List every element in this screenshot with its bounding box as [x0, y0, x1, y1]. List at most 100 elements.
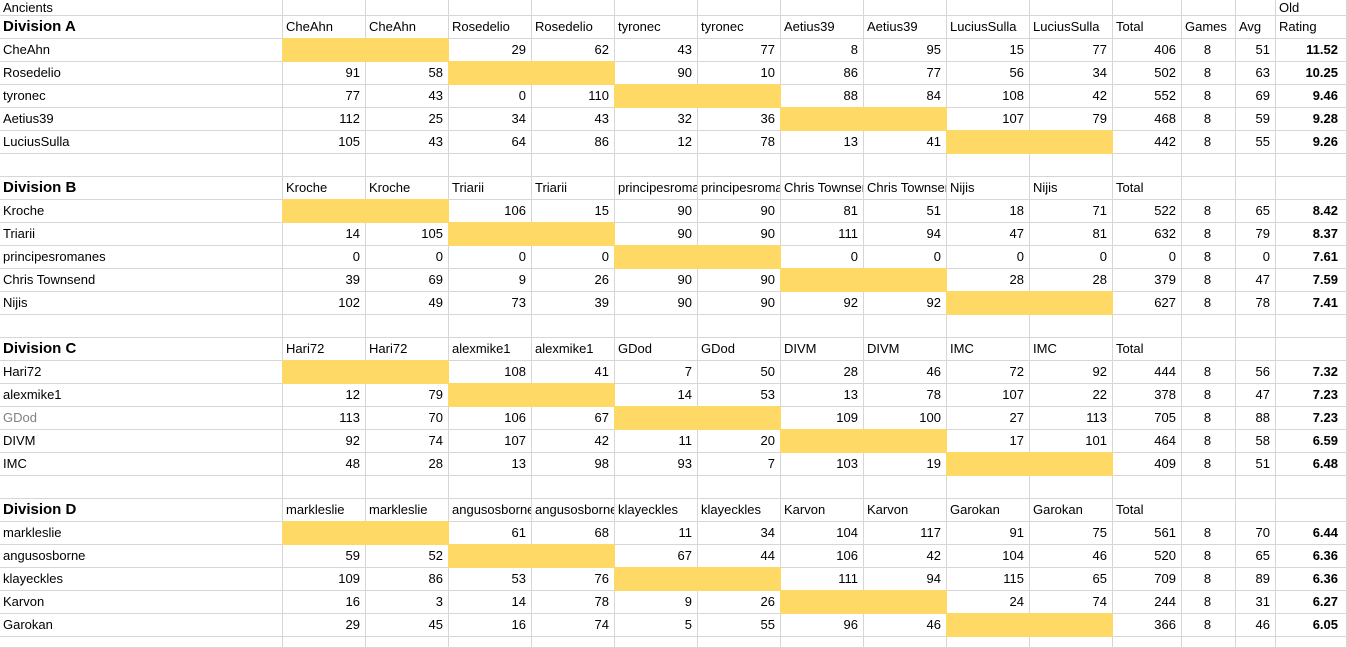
row-label-player[interactable]: principesromanes — [0, 246, 283, 269]
cell-games[interactable]: 8 — [1182, 131, 1236, 154]
cell-rating[interactable]: 6.36 — [1276, 568, 1347, 591]
cell-empty[interactable] — [698, 315, 781, 338]
cell-total[interactable]: 444 — [1113, 361, 1182, 384]
cell-score[interactable]: 92 — [864, 292, 947, 315]
cell-score[interactable]: 56 — [947, 62, 1030, 85]
cell-avg[interactable]: 79 — [1236, 223, 1276, 246]
column-header-player[interactable]: Karvon — [781, 499, 864, 522]
column-header-player[interactable]: angusosborne — [449, 499, 532, 522]
cell-empty[interactable] — [615, 476, 698, 499]
cell-rating[interactable]: 7.23 — [1276, 407, 1347, 430]
column-header-player[interactable]: Nijis — [947, 177, 1030, 200]
cell-self-match-highlight[interactable] — [366, 200, 449, 223]
cell-score[interactable]: 67 — [615, 545, 698, 568]
cell-empty[interactable] — [698, 637, 781, 648]
cell-score[interactable]: 46 — [1030, 545, 1113, 568]
cell-self-match-highlight[interactable] — [947, 131, 1030, 154]
cell-games[interactable]: 8 — [1182, 223, 1236, 246]
cell-score[interactable]: 42 — [532, 430, 615, 453]
cell-empty[interactable] — [864, 0, 947, 16]
cell-avg[interactable]: 47 — [1236, 384, 1276, 407]
cell-self-match-highlight[interactable] — [532, 223, 615, 246]
cell-score[interactable]: 115 — [947, 568, 1030, 591]
cell-empty[interactable] — [781, 0, 864, 16]
cell-score[interactable]: 77 — [698, 39, 781, 62]
cell-score[interactable]: 26 — [532, 269, 615, 292]
cell-score[interactable]: 32 — [615, 108, 698, 131]
column-header-player[interactable]: Aetius39 — [864, 16, 947, 39]
cell-games[interactable]: 8 — [1182, 568, 1236, 591]
cell-empty[interactable] — [615, 0, 698, 16]
cell-total[interactable]: 552 — [1113, 85, 1182, 108]
row-label-player[interactable]: Triarii — [0, 223, 283, 246]
cell-games[interactable]: 8 — [1182, 361, 1236, 384]
cell-score[interactable]: 14 — [615, 384, 698, 407]
cell-rating[interactable]: 11.52 — [1276, 39, 1347, 62]
cell-self-match-highlight[interactable] — [449, 223, 532, 246]
column-header-player[interactable]: Garokan — [947, 499, 1030, 522]
cell-score[interactable]: 61 — [449, 522, 532, 545]
cell-score[interactable]: 79 — [1030, 108, 1113, 131]
cell-score[interactable]: 96 — [781, 614, 864, 637]
column-header-player[interactable]: Chris Townsend — [781, 177, 864, 200]
cell-self-match-highlight[interactable] — [449, 545, 532, 568]
cell-score[interactable]: 34 — [1030, 62, 1113, 85]
row-label-player[interactable]: Nijis — [0, 292, 283, 315]
cell-score[interactable]: 70 — [366, 407, 449, 430]
cell-score[interactable]: 73 — [449, 292, 532, 315]
cell-score[interactable]: 5 — [615, 614, 698, 637]
cell-score[interactable]: 46 — [864, 614, 947, 637]
cell-empty[interactable] — [947, 637, 1030, 648]
cell-score[interactable]: 106 — [449, 200, 532, 223]
cell-score[interactable]: 113 — [1030, 407, 1113, 430]
cell-score[interactable]: 107 — [947, 108, 1030, 131]
cell-score[interactable]: 51 — [864, 200, 947, 223]
cell-empty[interactable] — [698, 476, 781, 499]
cell-empty[interactable] — [532, 637, 615, 648]
row-label-player[interactable]: markleslie — [0, 522, 283, 545]
cell-self-match-highlight[interactable] — [864, 108, 947, 131]
cell-score[interactable]: 91 — [283, 62, 366, 85]
division-label[interactable]: Division C — [0, 338, 283, 361]
cell-total[interactable]: 522 — [1113, 200, 1182, 223]
column-header-player[interactable]: Aetius39 — [781, 16, 864, 39]
cell-self-match-highlight[interactable] — [532, 545, 615, 568]
column-header-player[interactable]: angusosborne — [532, 499, 615, 522]
cell-score[interactable]: 90 — [615, 223, 698, 246]
cell-score[interactable]: 107 — [947, 384, 1030, 407]
cell-empty[interactable] — [1182, 177, 1236, 200]
cell-score[interactable]: 104 — [781, 522, 864, 545]
cell-empty[interactable] — [283, 0, 366, 16]
cell-score[interactable]: 43 — [366, 85, 449, 108]
cell-total[interactable]: 0 — [1113, 246, 1182, 269]
cell-avg[interactable]: 55 — [1236, 131, 1276, 154]
cell-score[interactable]: 98 — [532, 453, 615, 476]
cell-empty[interactable] — [864, 315, 947, 338]
cell-score[interactable]: 0 — [283, 246, 366, 269]
cell-empty[interactable] — [1236, 315, 1276, 338]
cell-total[interactable]: 502 — [1113, 62, 1182, 85]
cell-self-match-highlight[interactable] — [366, 361, 449, 384]
cell-self-match-highlight[interactable] — [781, 108, 864, 131]
cell-score[interactable]: 110 — [532, 85, 615, 108]
cell-self-match-highlight[interactable] — [1030, 614, 1113, 637]
cell-empty[interactable] — [781, 476, 864, 499]
cell-avg[interactable]: 70 — [1236, 522, 1276, 545]
cell-empty[interactable] — [532, 0, 615, 16]
cell-score[interactable]: 42 — [864, 545, 947, 568]
cell-score[interactable]: 25 — [366, 108, 449, 131]
cell-empty[interactable] — [1236, 499, 1276, 522]
cell-empty[interactable] — [615, 637, 698, 648]
cell-empty[interactable] — [1182, 154, 1236, 177]
column-header-total[interactable]: Total — [1113, 499, 1182, 522]
cell-score[interactable]: 13 — [449, 453, 532, 476]
cell-score[interactable]: 14 — [283, 223, 366, 246]
cell-score[interactable]: 90 — [698, 292, 781, 315]
cell-score[interactable]: 39 — [532, 292, 615, 315]
cell-old-label[interactable]: Old — [1276, 0, 1347, 16]
row-label-player[interactable]: Hari72 — [0, 361, 283, 384]
cell-rating[interactable]: 7.32 — [1276, 361, 1347, 384]
cell-score[interactable]: 71 — [1030, 200, 1113, 223]
cell-score[interactable]: 86 — [366, 568, 449, 591]
cell-total[interactable]: 244 — [1113, 591, 1182, 614]
